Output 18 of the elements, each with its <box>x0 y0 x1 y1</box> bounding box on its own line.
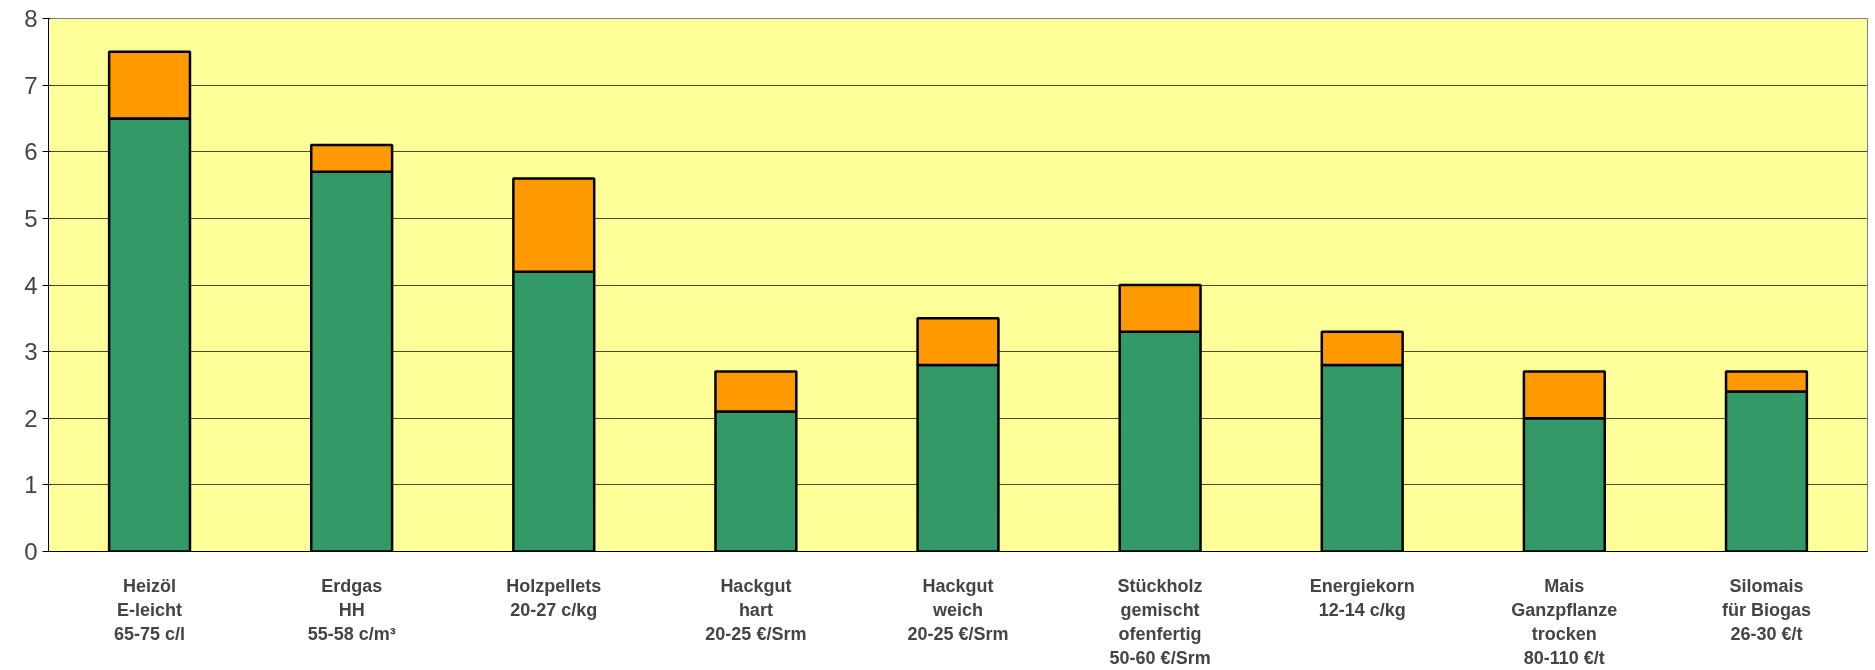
x-tick-label: Stückholz gemischt ofenfertig 50-60 €/Srm <box>1109 575 1211 668</box>
x-tick-label: Silomais für Biogas 26-30 €/t <box>1721 575 1811 644</box>
y-tick-label: 2 <box>24 404 38 432</box>
x-tick-label: Hackgut weich 20-25 €/Srm <box>907 575 1009 644</box>
y-tick-label: 6 <box>24 138 38 166</box>
y-tick-label: 8 <box>24 5 38 32</box>
y-tick-label: 7 <box>24 71 38 99</box>
x-tick-label: Holzpellets 20-27 c/kg <box>506 575 602 620</box>
y-tick-label: 1 <box>24 471 38 499</box>
x-tick-label: Erdgas HH 55-58 c/m³ <box>307 575 396 644</box>
x-tick-label: Hackgut hart 20-25 €/Srm <box>705 575 807 644</box>
x-tick-label: Mais Ganzpflanze trocken 80-110 €/t <box>1511 575 1618 668</box>
y-tick-label: 0 <box>24 538 38 565</box>
y-tick-label: 3 <box>24 338 38 366</box>
x-tick-label: Heizöl E-leicht 65-75 c/l <box>114 575 186 644</box>
y-tick-label: 4 <box>24 271 38 299</box>
y-tick-label: 5 <box>24 204 38 232</box>
x-tick-label: Energiekorn 12-14 c/kg <box>1309 575 1415 620</box>
